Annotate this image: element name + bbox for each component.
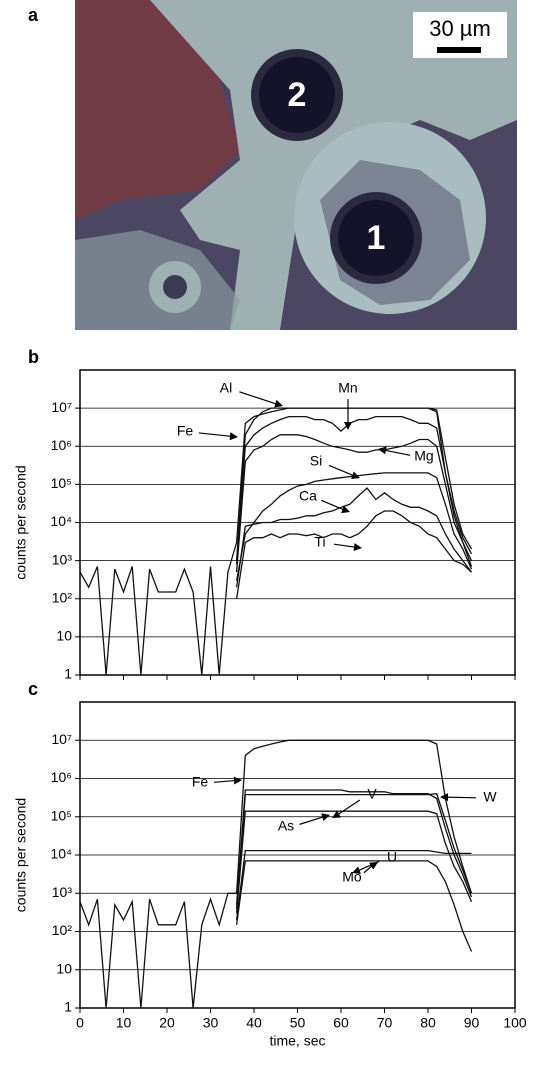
x-tick-label: 40 [246, 1015, 262, 1031]
arrow-head [274, 399, 283, 408]
arrow-head [369, 862, 378, 870]
annotation-arrow [333, 543, 357, 548]
series-annotation: U [387, 849, 397, 865]
arrow-head [440, 793, 449, 802]
x-tick-label: 10 [116, 1015, 132, 1031]
arrow-head [229, 432, 238, 441]
scale-label: 30 µm [429, 16, 491, 41]
series-annotation: Ti [314, 534, 325, 550]
series-annotation: As [278, 818, 294, 834]
arrow-head [353, 543, 362, 552]
micrograph: 2 1 30 µm a [28, 0, 517, 330]
series-annotation: Al [220, 380, 232, 396]
annotation-arrow [445, 796, 477, 799]
y-tick-label: 10⁴ [50, 513, 72, 529]
annotation-arrow [239, 391, 278, 405]
x-tick-label: 100 [503, 1015, 527, 1031]
y-tick-label: 10⁶ [51, 769, 72, 785]
series-annotation: Mn [338, 380, 357, 396]
annotation-arrow [213, 779, 237, 783]
spot-label: 2 [288, 76, 307, 114]
y-tick-label: 10⁷ [51, 399, 72, 415]
arrow-head [352, 866, 361, 874]
crater-2 [259, 57, 335, 133]
annotation-arrow [336, 799, 361, 816]
arrow-head [378, 446, 387, 455]
x-tick-label: 80 [420, 1015, 436, 1031]
x-tick-label: 0 [76, 1015, 84, 1031]
x-tick-label: 50 [290, 1015, 306, 1031]
series-annotation: V [367, 786, 377, 802]
x-tick-label: 90 [464, 1015, 480, 1031]
scale-bar [437, 47, 481, 53]
series-annotation: Fe [192, 774, 209, 790]
y-tick-label: 10 [56, 960, 72, 976]
small-crater-core [163, 275, 187, 299]
x-tick-label: 20 [159, 1015, 175, 1031]
y-tick-label: 10⁴ [50, 846, 72, 862]
y-tick-label: 1 [64, 999, 72, 1015]
y-tick-label: 10² [52, 922, 73, 938]
plot-frame [79, 701, 516, 1009]
y-tick-label: 10⁷ [51, 731, 72, 747]
arrow-head [351, 471, 360, 480]
y-tick-label: 10² [52, 589, 73, 605]
annotation-arrow [383, 449, 411, 456]
annotation-arrow [320, 499, 345, 511]
series-annotation: Ca [299, 488, 317, 504]
annotation-arrow [299, 816, 325, 825]
series-line [235, 849, 472, 921]
arrow-head [332, 810, 341, 818]
series-annotation: Mg [414, 448, 433, 464]
panel-label: c [28, 679, 38, 699]
x-tick-label: 60 [333, 1015, 349, 1031]
spot-label: 1 [367, 219, 386, 257]
y-axis-label: counts per second [13, 465, 29, 579]
crater-1 [338, 200, 414, 276]
series-line [235, 510, 472, 599]
series-annotation: Fe [177, 423, 194, 439]
series-line [235, 472, 473, 581]
series-line [235, 792, 473, 909]
y-tick-label: 10³ [52, 884, 73, 900]
series-line [79, 407, 473, 676]
y-tick-label: 10 [56, 628, 72, 644]
series-line [235, 407, 473, 561]
arrow-head [321, 813, 330, 821]
arrow-head [341, 505, 350, 514]
series-annotation: Si [310, 453, 322, 469]
series-line [235, 789, 473, 905]
series-line [79, 739, 473, 1009]
y-tick-label: 1 [64, 666, 72, 682]
series-line [235, 415, 473, 565]
y-axis-label: counts per second [13, 798, 29, 912]
series-annotation: W [483, 789, 497, 805]
annotation-arrow [328, 464, 355, 477]
series-line [235, 487, 473, 588]
series-line [235, 860, 473, 952]
y-tick-label: 10⁵ [51, 475, 72, 491]
annotation-arrow [198, 432, 233, 438]
y-tick-label: 10³ [52, 551, 73, 567]
series-annotation: Mo [342, 869, 362, 885]
arrow-head [233, 776, 242, 785]
arrow-head [344, 422, 352, 430]
plot-frame [79, 369, 516, 676]
panel-label: b [28, 347, 39, 367]
panel-label: a [28, 5, 39, 25]
x-axis-label: time, sec [269, 1033, 325, 1049]
x-tick-label: 70 [377, 1015, 393, 1031]
y-tick-label: 10⁶ [51, 437, 72, 453]
y-tick-label: 10⁵ [51, 807, 72, 823]
series-line [235, 434, 473, 573]
x-tick-label: 30 [203, 1015, 219, 1031]
series-line [235, 810, 473, 914]
